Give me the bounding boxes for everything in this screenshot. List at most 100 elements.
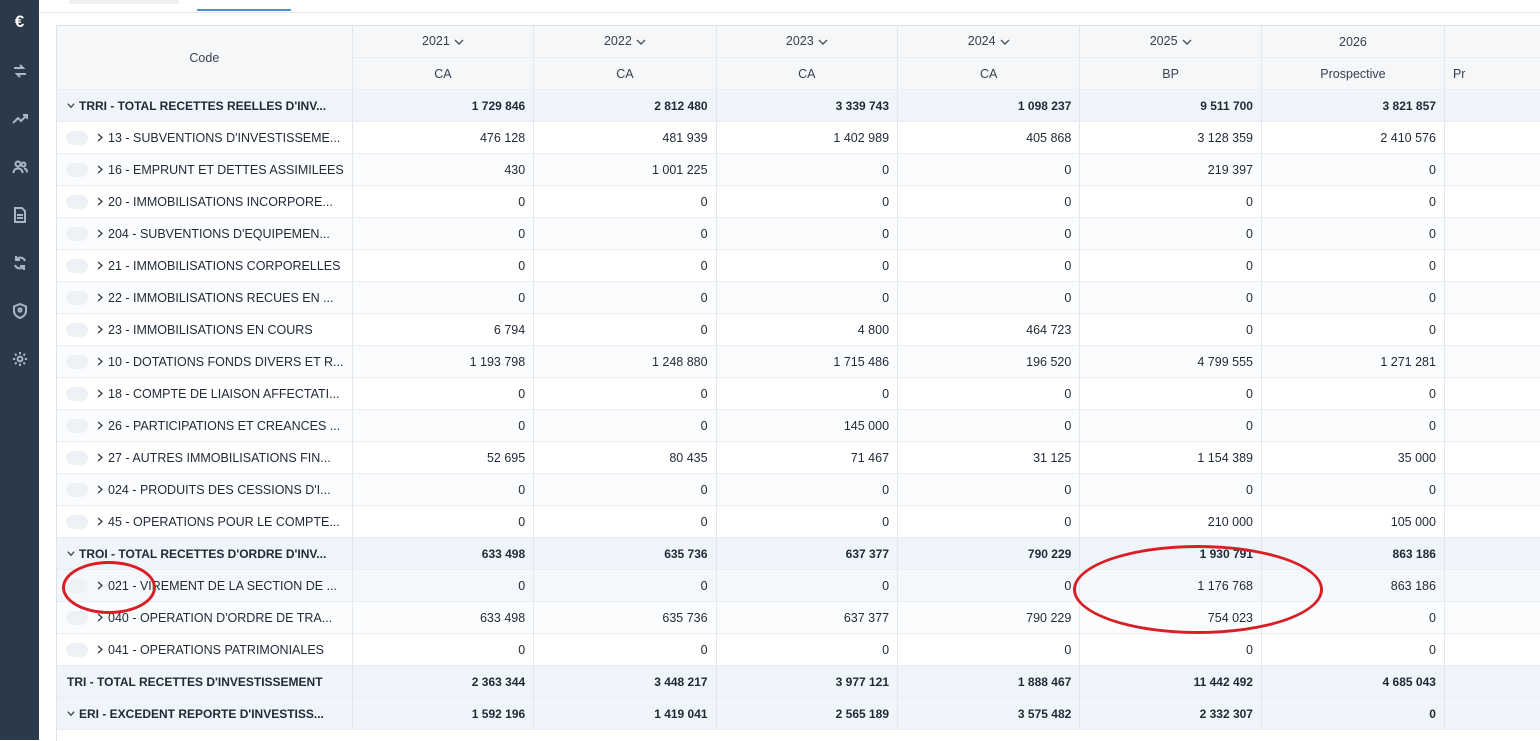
value-cell[interactable]: 863 186 <box>1261 537 1445 570</box>
value-cell[interactable] <box>1444 249 1540 282</box>
value-cell[interactable]: 0 <box>897 281 1081 314</box>
table-row[interactable]: 22 - IMMOBILISATIONS RECUES EN ... 0 0 0 0 0 0 <box>57 281 1540 314</box>
chevron-down-icon[interactable] <box>454 35 464 49</box>
chevron-right-icon[interactable] <box>94 515 106 529</box>
value-cell[interactable]: 4 800 <box>716 313 899 346</box>
value-cell[interactable] <box>1444 121 1540 154</box>
table-row[interactable]: 18 - COMPTE DE LIAISON AFFECTATI... 0 0 0 0 0… <box>57 377 1540 410</box>
chevron-right-icon[interactable] <box>94 227 106 241</box>
chevron-right-icon[interactable] <box>94 419 106 433</box>
row-toggle-pill[interactable] <box>66 578 88 593</box>
value-cell[interactable]: 0 <box>1261 409 1445 442</box>
value-cell[interactable]: 0 <box>1261 601 1445 634</box>
shield-icon[interactable] <box>0 297 39 325</box>
value-cell[interactable]: 430 <box>352 153 535 186</box>
row-toggle-pill[interactable] <box>66 450 88 465</box>
value-cell[interactable]: 0 <box>1079 217 1262 250</box>
value-cell[interactable]: 0 <box>352 217 535 250</box>
row-toggle-pill[interactable] <box>66 290 88 305</box>
chevron-down-icon[interactable] <box>818 35 828 49</box>
value-cell[interactable]: 0 <box>716 281 899 314</box>
value-cell[interactable]: 0 <box>533 409 717 442</box>
value-cell[interactable]: 0 <box>533 185 717 218</box>
value-cell[interactable]: 1 930 791 <box>1079 537 1262 570</box>
chevron-right-icon[interactable] <box>94 643 106 657</box>
value-cell[interactable]: 0 <box>897 217 1081 250</box>
gear-icon[interactable] <box>0 345 39 373</box>
total-row[interactable]: TRRI - TOTAL RECETTES REELLES D'INV... 1 … <box>57 89 1540 122</box>
value-cell[interactable] <box>1444 441 1540 474</box>
table-row[interactable]: 26 - PARTICIPATIONS ET CREANCES ... 0 0 145… <box>57 409 1540 442</box>
value-cell[interactable]: 0 <box>1261 697 1445 730</box>
value-cell[interactable]: 0 <box>533 505 717 538</box>
row-toggle-pill[interactable] <box>66 514 88 529</box>
value-cell[interactable] <box>1444 697 1540 730</box>
value-cell[interactable] <box>1444 569 1540 602</box>
column-header-year[interactable]: 2023 <box>716 26 899 58</box>
value-cell[interactable]: 2 565 189 <box>716 697 899 730</box>
value-cell[interactable]: 0 <box>1261 185 1445 218</box>
row-toggle-pill[interactable] <box>66 482 88 497</box>
value-cell[interactable]: 0 <box>352 249 535 282</box>
chevron-right-icon[interactable] <box>94 451 106 465</box>
chevron-right-icon[interactable] <box>94 611 106 625</box>
value-cell[interactable]: 1 419 041 <box>533 697 717 730</box>
value-cell[interactable] <box>1444 537 1540 570</box>
row-toggle-pill[interactable] <box>66 642 88 657</box>
value-cell[interactable]: 1 193 798 <box>352 345 535 378</box>
table-row[interactable]: 21 - IMMOBILISATIONS CORPORELLES 0 0 0 0 0 0 <box>57 249 1540 282</box>
value-cell[interactable]: 2 363 344 <box>352 665 535 698</box>
value-cell[interactable]: 633 498 <box>352 601 535 634</box>
value-cell[interactable] <box>1444 153 1540 186</box>
value-cell[interactable]: 0 <box>1261 153 1445 186</box>
value-cell[interactable]: 0 <box>1261 377 1445 410</box>
value-cell[interactable]: 210 000 <box>1079 505 1262 538</box>
value-cell[interactable]: 6 794 <box>352 313 535 346</box>
value-cell[interactable]: 0 <box>1261 313 1445 346</box>
value-cell[interactable]: 1 098 237 <box>897 89 1081 122</box>
value-cell[interactable]: 637 377 <box>716 537 899 570</box>
value-cell[interactable]: 0 <box>533 633 717 666</box>
app-logo-euro[interactable]: € <box>14 12 25 31</box>
row-toggle-pill[interactable] <box>66 354 88 369</box>
value-cell[interactable]: 0 <box>716 505 899 538</box>
value-cell[interactable]: 0 <box>352 185 535 218</box>
table-row[interactable]: 10 - DOTATIONS FONDS DIVERS ET R... 1 193… <box>57 345 1540 378</box>
value-cell[interactable]: 0 <box>1079 633 1262 666</box>
value-cell[interactable]: 0 <box>897 473 1081 506</box>
value-cell[interactable]: 2 332 307 <box>1079 697 1262 730</box>
value-cell[interactable]: 71 467 <box>716 441 899 474</box>
column-header-year[interactable] <box>1444 26 1540 58</box>
value-cell[interactable]: 0 <box>897 409 1081 442</box>
chevron-right-icon[interactable] <box>94 579 106 593</box>
value-cell[interactable]: 1 001 225 <box>533 153 717 186</box>
chevron-down-icon[interactable] <box>65 99 77 113</box>
value-cell[interactable]: 0 <box>1079 473 1262 506</box>
value-cell[interactable] <box>1444 505 1540 538</box>
value-cell[interactable]: 790 229 <box>897 537 1081 570</box>
column-header-year[interactable]: 2024 <box>897 26 1081 58</box>
chevron-right-icon[interactable] <box>94 387 106 401</box>
users-icon[interactable] <box>0 153 39 181</box>
table-row[interactable]: 204 - SUBVENTIONS D'EQUIPEMEN... 0 0 0 0 0 0 <box>57 217 1540 250</box>
value-cell[interactable]: 3 821 857 <box>1261 89 1445 122</box>
value-cell[interactable] <box>1444 601 1540 634</box>
value-cell[interactable]: 4 685 043 <box>1261 665 1445 698</box>
value-cell[interactable]: 0 <box>897 185 1081 218</box>
value-cell[interactable]: 754 023 <box>1079 601 1262 634</box>
value-cell[interactable] <box>1444 473 1540 506</box>
value-cell[interactable]: 1 715 486 <box>716 345 899 378</box>
chevron-down-icon[interactable] <box>65 707 77 721</box>
value-cell[interactable]: 0 <box>533 569 717 602</box>
value-cell[interactable]: 2 410 576 <box>1261 121 1445 154</box>
value-cell[interactable]: 105 000 <box>1261 505 1445 538</box>
table-row[interactable]: 041 - OPERATIONS PATRIMONIALES 0 0 0 0 0 0 <box>57 633 1540 666</box>
value-cell[interactable]: 0 <box>1261 249 1445 282</box>
value-cell[interactable]: 0 <box>716 249 899 282</box>
chevron-down-icon[interactable] <box>65 547 77 561</box>
value-cell[interactable]: 3 575 482 <box>897 697 1081 730</box>
value-cell[interactable]: 635 736 <box>533 537 717 570</box>
value-cell[interactable]: 0 <box>716 153 899 186</box>
value-cell[interactable]: 0 <box>1079 313 1262 346</box>
refresh-icon[interactable] <box>0 249 39 277</box>
